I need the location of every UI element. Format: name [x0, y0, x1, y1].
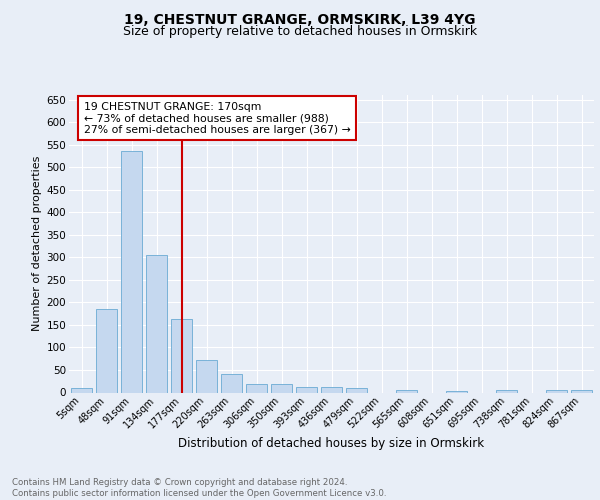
Bar [321, 387, 342, 392]
Bar [571, 390, 592, 392]
Bar [71, 388, 92, 392]
Text: 19 CHESTNUT GRANGE: 170sqm
← 73% of detached houses are smaller (988)
27% of sem: 19 CHESTNUT GRANGE: 170sqm ← 73% of deta… [83, 102, 350, 135]
Bar [196, 360, 217, 392]
Bar [546, 390, 567, 392]
Bar [171, 319, 192, 392]
Text: Size of property relative to detached houses in Ormskirk: Size of property relative to detached ho… [123, 25, 477, 38]
Bar [121, 152, 142, 392]
Bar [296, 387, 317, 392]
Bar [346, 388, 367, 392]
Bar [246, 384, 267, 392]
Text: 19, CHESTNUT GRANGE, ORMSKIRK, L39 4YG: 19, CHESTNUT GRANGE, ORMSKIRK, L39 4YG [124, 12, 476, 26]
X-axis label: Distribution of detached houses by size in Ormskirk: Distribution of detached houses by size … [178, 437, 485, 450]
Bar [221, 374, 242, 392]
Bar [396, 390, 417, 392]
Bar [96, 309, 117, 392]
Bar [446, 390, 467, 392]
Bar [496, 390, 517, 392]
Bar [146, 255, 167, 392]
Text: Contains HM Land Registry data © Crown copyright and database right 2024.
Contai: Contains HM Land Registry data © Crown c… [12, 478, 386, 498]
Y-axis label: Number of detached properties: Number of detached properties [32, 156, 43, 332]
Bar [271, 384, 292, 392]
